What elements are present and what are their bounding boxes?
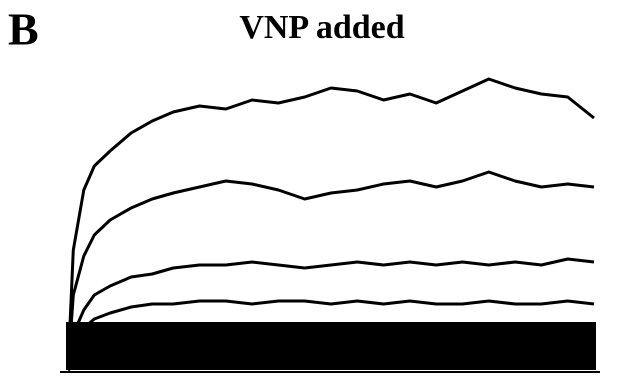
trace xyxy=(67,359,594,372)
panel-label: B xyxy=(8,4,39,55)
trace xyxy=(66,323,594,371)
chart-title: VNP added xyxy=(239,9,404,46)
trace xyxy=(66,77,595,371)
trace xyxy=(66,338,594,371)
trace xyxy=(66,299,595,371)
trace xyxy=(66,170,595,371)
trace xyxy=(66,257,595,371)
trace xyxy=(66,350,594,371)
